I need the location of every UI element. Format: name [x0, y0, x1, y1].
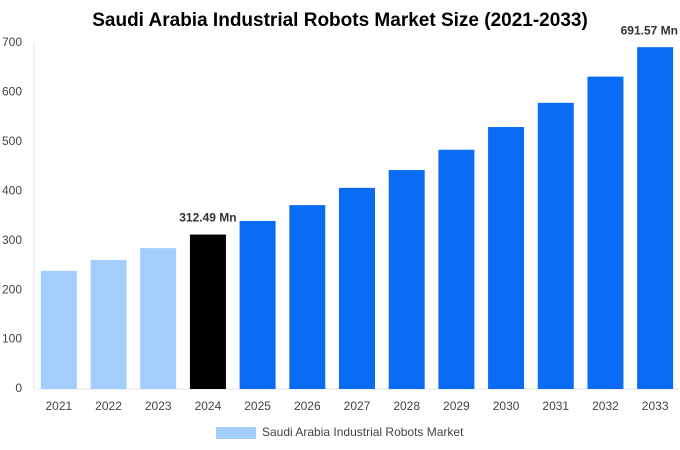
y-tick-label: 400: [2, 183, 22, 197]
x-tick-label: 2021: [45, 399, 72, 413]
bar: [239, 220, 276, 389]
x-tick-label: 2030: [493, 399, 520, 413]
legend-swatch: [216, 427, 256, 439]
x-tick-label: 2028: [393, 399, 420, 413]
y-tick-label: 700: [2, 35, 22, 49]
x-tick-label: 2032: [592, 399, 619, 413]
x-tick-label: 2026: [294, 399, 321, 413]
y-tick-label: 100: [2, 332, 22, 346]
bar: [140, 248, 177, 389]
bar: [537, 102, 574, 390]
bar: [289, 205, 326, 389]
x-tick-label: 2022: [95, 399, 122, 413]
legend-label: Saudi Arabia Industrial Robots Market: [262, 425, 464, 439]
bar: [388, 170, 425, 389]
bar: [488, 127, 525, 390]
x-tick-label: 2029: [443, 399, 470, 413]
bar: [587, 76, 624, 390]
bar: [90, 259, 127, 389]
x-tick-label: 2031: [542, 399, 569, 413]
y-tick-label: 200: [2, 282, 22, 296]
data-label: 312.49 Mn: [179, 211, 236, 225]
chart-title: Saudi Arabia Industrial Robots Market Si…: [92, 10, 588, 31]
y-tick-label: 600: [2, 85, 22, 99]
bar: [189, 234, 226, 389]
x-tick-label: 2033: [642, 399, 669, 413]
x-tick-label: 2027: [344, 399, 371, 413]
bar: [438, 149, 475, 389]
y-tick-label: 500: [2, 134, 22, 148]
x-tick-label: 2023: [145, 399, 172, 413]
x-tick-label: 2025: [244, 399, 271, 413]
x-tick-label: 2024: [195, 399, 222, 413]
y-tick-label: 300: [2, 233, 22, 247]
bar: [339, 187, 375, 389]
data-label: 691.57 Mn: [621, 23, 678, 37]
y-tick-label: 0: [15, 381, 22, 395]
bar: [637, 47, 674, 389]
bar: [40, 270, 77, 389]
